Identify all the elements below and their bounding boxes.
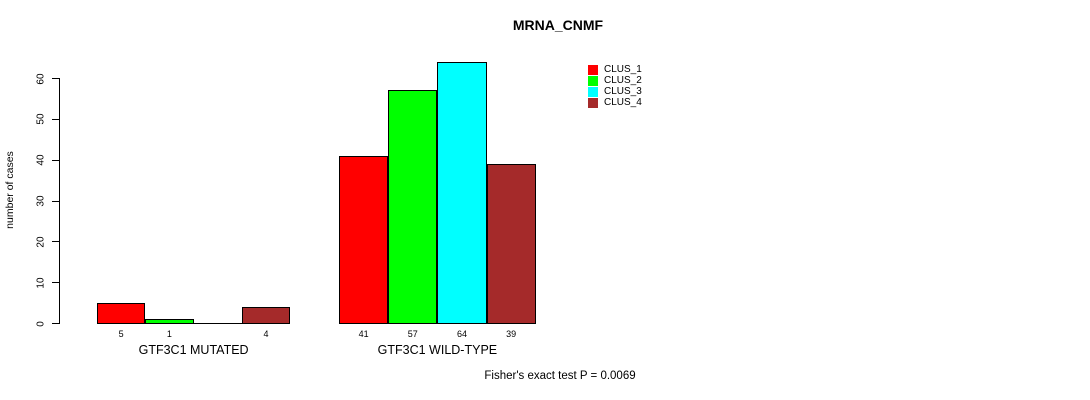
legend-swatch-clus_4 — [588, 97, 598, 108]
bar-clus_4 — [486, 164, 536, 324]
y-tick-label: 10 — [35, 277, 47, 289]
y-tick-mark — [52, 282, 59, 284]
group-label: GTF3C1 WILD-TYPE — [377, 343, 498, 357]
y-tick-label: 60 — [35, 72, 47, 85]
y-tick-mark — [52, 323, 59, 324]
chart-title: MRNA_CNMF — [512, 17, 604, 33]
legend-label: CLUS_4 — [604, 96, 642, 108]
group-label: GTF3C1 MUTATED — [138, 343, 249, 357]
y-tick-label: 0 — [35, 320, 47, 327]
bar-value-label: 1 — [166, 329, 172, 339]
legend-swatch-clus_1 — [588, 65, 598, 75]
bar-clus_1 — [97, 303, 146, 324]
fisher-test-annotation: Fisher's exact test P = 0.0069 — [484, 370, 636, 382]
legend-swatch-clus_2 — [588, 75, 598, 86]
legend-label: CLUS_3 — [604, 85, 642, 97]
legend-label: CLUS_1 — [604, 64, 642, 75]
y-axis-line — [59, 78, 60, 324]
y-tick-label: 20 — [35, 236, 47, 248]
bar-value-label: 39 — [506, 329, 517, 339]
bar-clus_2 — [145, 319, 194, 324]
bar-value-label: 57 — [407, 329, 418, 339]
y-axis-label: number of cases — [4, 151, 16, 229]
bar-clus_2 — [388, 90, 438, 324]
y-tick-label: 30 — [35, 195, 47, 207]
bar-value-label: 41 — [358, 329, 369, 339]
legend-swatch-clus_3 — [588, 86, 598, 97]
y-tick-mark — [52, 241, 59, 243]
bar-clus_4 — [241, 307, 291, 324]
y-tick-mark — [52, 78, 59, 79]
y-tick-mark — [52, 159, 59, 161]
bar-value-label: 5 — [118, 329, 124, 339]
y-tick-mark — [52, 200, 59, 202]
y-tick-label: 50 — [35, 113, 47, 125]
y-tick-mark — [52, 118, 59, 120]
bar-value-label: 4 — [263, 329, 269, 339]
y-tick-label: 40 — [35, 154, 47, 166]
legend-label: CLUS_2 — [604, 74, 642, 86]
group-baseline — [97, 323, 291, 324]
bar-clus_3 — [437, 62, 487, 324]
bar-value-label: 64 — [456, 329, 468, 339]
bar-clus_1 — [339, 156, 389, 324]
